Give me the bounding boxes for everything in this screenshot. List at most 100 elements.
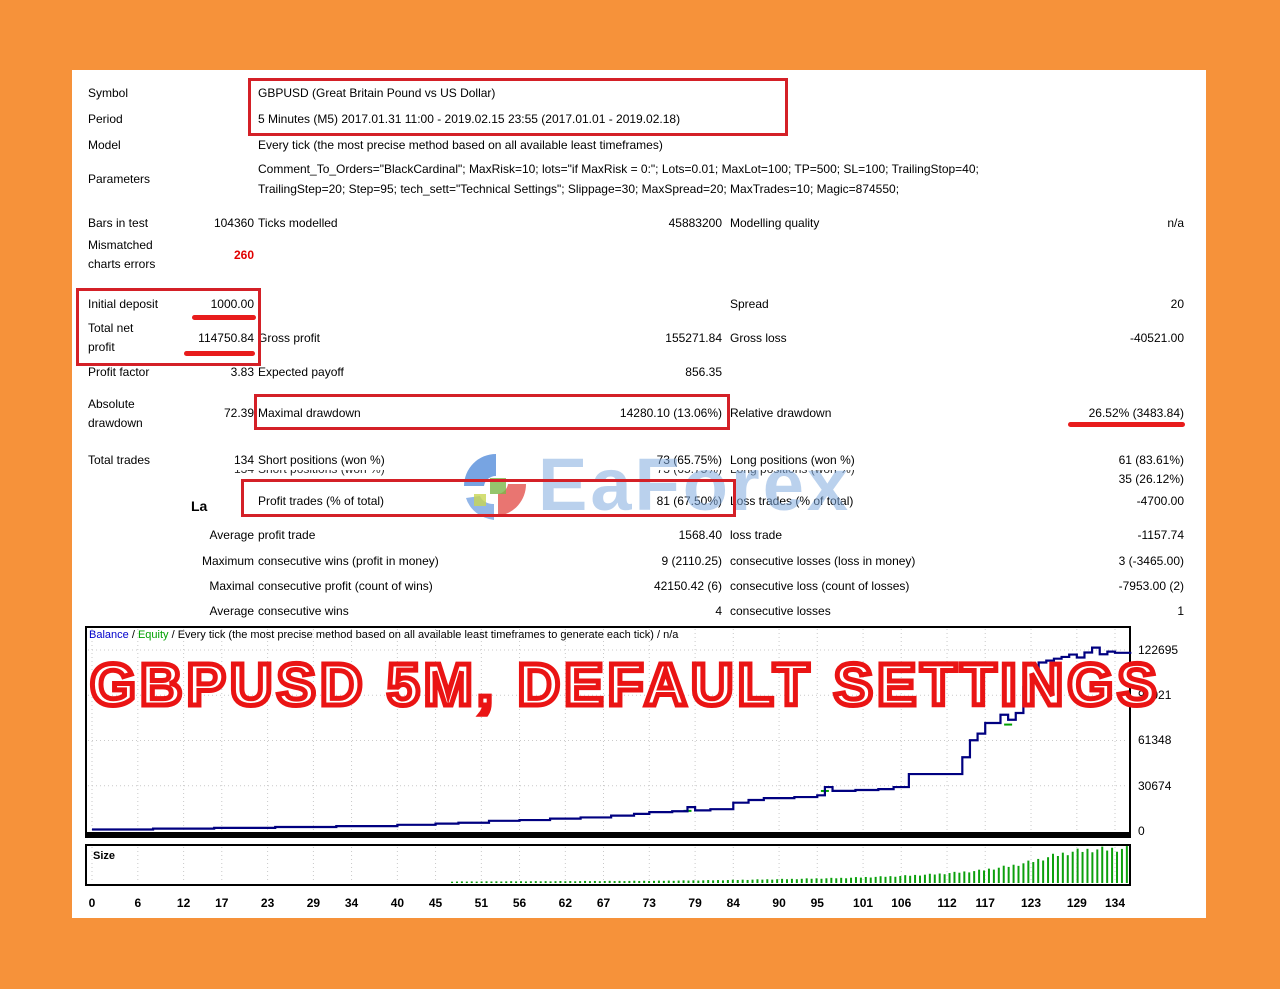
avg-losses-value: 1: [1177, 604, 1184, 618]
balance-chart: 0 6 12 17 23 29 34 40 45 51 56 62 67 73 79 84 90 95 101 106…: [85, 626, 1132, 923]
modelling-quality-label: Modelling quality: [730, 216, 820, 230]
model-row: Model Every tick (the most precise metho…: [72, 138, 1206, 158]
ghost-clip: 134 Short positions (won %) 73 (65.75%) …: [72, 470, 1206, 481]
x-tick-label: 56: [513, 896, 527, 910]
mismatched-row: Mismatched charts errors 260: [72, 238, 1206, 278]
x-tick-label: 117: [976, 896, 996, 910]
absolute-drawdown-label-2: drawdown: [88, 416, 143, 430]
max-wins-value: 9 (2110.25): [661, 554, 723, 568]
ghost-row: 134 Short positions (won %) 73 (65.75%) …: [72, 470, 1206, 486]
mismatched-label-2: charts errors: [88, 257, 156, 271]
profit-trades-value: 81 (67.50%): [656, 494, 722, 508]
total-net-profit-value: 114750.84: [198, 331, 254, 345]
legend-equity: Equity: [137, 629, 169, 641]
long-positions-label: Long positions (won %): [730, 453, 855, 467]
avg-wins-label: consecutive wins: [258, 604, 349, 618]
mismatched-label-1: Mismatched: [88, 238, 153, 252]
average-trade-row: Average profit trade 1568.40 loss trade …: [72, 528, 1206, 548]
short-positions-value: 73 (65.75%): [656, 453, 722, 467]
legend-description: Every tick (the most precise method base…: [177, 629, 679, 641]
max-losses-value: 3 (-3465.00): [1118, 554, 1184, 568]
maximal-profit-label: consecutive profit (count of wins): [258, 579, 433, 593]
x-tick-label: 12: [177, 896, 191, 910]
symbol-label: Symbol: [88, 86, 129, 100]
x-tick-label: 84: [727, 896, 741, 910]
ticks-modelled-label: Ticks modelled: [258, 216, 338, 230]
maximal-profit-value: 42150.42 (6): [653, 579, 722, 593]
maximum-prefix: Maximum: [201, 554, 254, 568]
maximal-consecutive-row: Maximal consecutive profit (count of win…: [72, 579, 1206, 599]
profit-factor-label: Profit factor: [88, 365, 150, 379]
max-wins-label: consecutive wins (profit in money): [258, 554, 439, 568]
x-tick-label: 23: [261, 896, 275, 910]
average-prefix: Average: [209, 528, 254, 542]
avg-loss-value: -1157.74: [1137, 528, 1184, 542]
initial-deposit-row: Initial deposit 1000.00 Spread 20: [72, 297, 1206, 317]
x-tick-label: 95: [811, 896, 825, 910]
period-row: Period 5 Minutes (M5) 2017.01.31 11:00 -…: [72, 112, 1206, 132]
maximum-consecutive-row: Maximum consecutive wins (profit in mone…: [72, 554, 1206, 574]
gross-loss-value: -40521.00: [1129, 331, 1184, 345]
initial-deposit-label: Initial deposit: [88, 297, 159, 311]
bars-row: Bars in test 104360 Ticks modelled 45883…: [72, 216, 1206, 236]
maximal-drawdown-label: Maximal drawdown: [258, 406, 361, 420]
x-tick-label: 34: [345, 896, 359, 910]
maximal-loss-label: consecutive loss (count of losses): [730, 579, 910, 593]
y-tick-label: 61348: [1138, 733, 1172, 748]
x-tick-label: 129: [1067, 896, 1087, 910]
avg-profit-label: profit trade: [258, 528, 316, 542]
short-positions-label: Short positions (won %): [258, 453, 385, 467]
period-label: Period: [88, 112, 123, 126]
ghost-value: 35 (26.12%): [1118, 472, 1184, 486]
loss-trades-label: Loss trades (% of total): [730, 494, 854, 508]
initial-deposit-underline: [192, 315, 256, 320]
symbol-value: GBPUSD (Great Britain Pound vs US Dollar…: [258, 86, 496, 100]
gross-loss-label: Gross loss: [730, 331, 787, 345]
total-trades-value: 134: [233, 453, 254, 467]
bars-in-test-label: Bars in test: [88, 216, 149, 230]
drawdown-row: Absolute drawdown 72.39 Maximal drawdown…: [72, 397, 1206, 437]
spread-label: Spread: [730, 297, 769, 311]
parameters-row: Parameters Comment_To_Orders="BlackCardi…: [72, 162, 1206, 202]
x-tick-label: 101: [853, 896, 873, 910]
spread-value: 20: [1170, 297, 1184, 311]
x-tick-label: 112: [937, 896, 957, 910]
maximal-loss-value: -7953.00 (2): [1118, 579, 1184, 593]
y-tick-label: 30674: [1138, 778, 1172, 793]
x-tick-label: 67: [597, 896, 611, 910]
parameters-line2: TrailingStep=20; Step=95; tech_sett="Tec…: [258, 182, 900, 196]
modelling-quality-value: n/a: [1167, 216, 1184, 230]
avg-profit-value: 1568.40: [678, 528, 722, 542]
absolute-drawdown-label-1: Absolute: [88, 397, 135, 411]
model-label: Model: [88, 138, 121, 152]
x-tick-label: 106: [891, 896, 911, 910]
avg-wins-value: 4: [715, 604, 722, 618]
absolute-drawdown-value: 72.39: [223, 406, 254, 420]
legend-balance: Balance: [89, 629, 129, 641]
profit-trades-label: Profit trades (% of total): [258, 494, 385, 508]
legend-sep1: /: [128, 629, 138, 641]
total-net-profit-row: Total net profit 114750.84 Gross profit …: [72, 321, 1206, 361]
relative-drawdown-label: Relative drawdown: [730, 406, 832, 420]
profit-trades-row: Profit trades (% of total) 81 (67.50%) L…: [72, 494, 1206, 514]
y-tick-label: 122695: [1138, 643, 1179, 657]
total-net-profit-label-1: Total net: [88, 321, 134, 335]
balance-chart-svg: 0 6 12 17 23 29 34 40 45 51 56 62 67 73 79 84 90 95 101 106…: [85, 626, 1132, 910]
loss-trades-value: -4700.00: [1136, 494, 1184, 508]
symbol-row: Symbol GBPUSD (Great Britain Pound vs US…: [72, 86, 1206, 106]
x-tick-label: 0: [89, 896, 96, 910]
x-tick-label: 73: [643, 896, 657, 910]
total-trades-label: Total trades: [88, 453, 151, 467]
total-trades-row: Total trades 134 Short positions (won %)…: [72, 453, 1206, 473]
period-value: 5 Minutes (M5) 2017.01.31 11:00 - 2019.0…: [258, 112, 681, 126]
expected-payoff-label: Expected payoff: [258, 365, 344, 379]
relative-drawdown-value: 26.52% (3483.84): [1088, 406, 1184, 420]
expected-payoff-value: 856.35: [685, 365, 722, 379]
gross-profit-value: 155271.84: [665, 331, 722, 345]
ghost-c3l: Long positions (won %): [730, 470, 855, 476]
profit-factor-value: 3.83: [230, 365, 254, 379]
legend-sep2: /: [168, 629, 178, 641]
x-tick-label: 17: [215, 896, 229, 910]
la-fragment: La: [191, 498, 208, 514]
initial-deposit-value: 1000.00: [210, 297, 254, 311]
